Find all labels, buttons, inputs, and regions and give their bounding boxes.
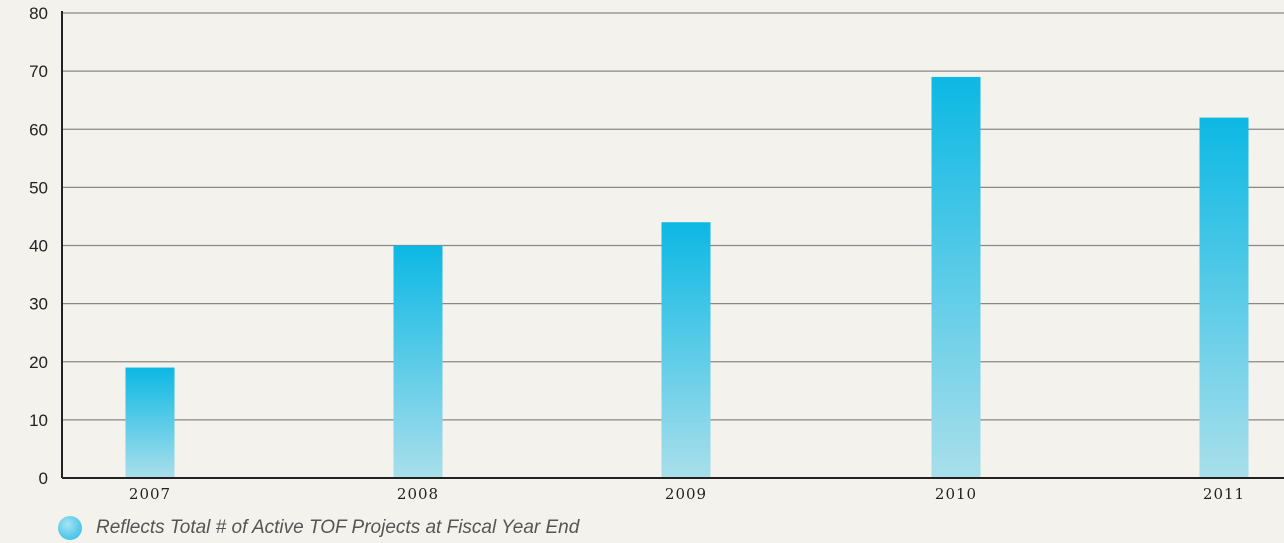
x-tick-label: 2010 bbox=[935, 485, 977, 503]
y-tick-label: 20 bbox=[29, 353, 48, 372]
x-axis-ticks: 2007 2008 2009 2010 2011 bbox=[129, 485, 1245, 503]
legend-swatch-icon bbox=[58, 516, 82, 540]
legend: Reflects Total # of Active TOF Projects … bbox=[58, 516, 579, 540]
y-tick-label: 30 bbox=[29, 295, 48, 314]
x-tick-label: 2007 bbox=[129, 485, 171, 503]
y-tick-label: 60 bbox=[29, 120, 48, 139]
y-tick-label: 10 bbox=[29, 411, 48, 430]
bar-2008 bbox=[393, 245, 443, 478]
y-tick-label: 40 bbox=[29, 237, 48, 256]
legend-label: Reflects Total # of Active TOF Projects … bbox=[96, 517, 580, 538]
bar-2007 bbox=[125, 367, 175, 478]
y-tick-label: 80 bbox=[29, 4, 48, 23]
bars bbox=[125, 76, 1249, 478]
y-tick-label: 0 bbox=[39, 469, 48, 488]
y-axis-ticks: 0 10 20 30 40 50 60 70 80 bbox=[29, 4, 48, 488]
y-tick-label: 50 bbox=[29, 178, 48, 197]
x-tick-label: 2009 bbox=[665, 485, 707, 503]
bar-2009 bbox=[661, 222, 711, 478]
x-tick-label: 2011 bbox=[1203, 485, 1245, 503]
axes bbox=[61, 11, 1284, 479]
bar-2010 bbox=[931, 76, 981, 478]
y-tick-label: 70 bbox=[29, 62, 48, 81]
x-tick-label: 2008 bbox=[397, 485, 439, 503]
bar-2011 bbox=[1199, 117, 1249, 478]
